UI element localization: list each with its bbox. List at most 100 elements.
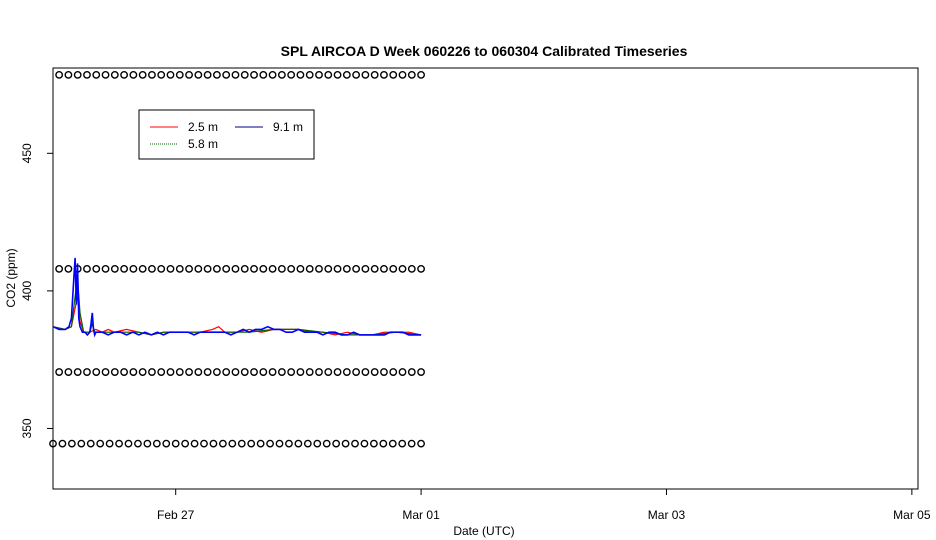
calibration-point bbox=[213, 368, 221, 376]
calibration-point bbox=[256, 439, 265, 448]
calibration-point bbox=[342, 70, 351, 79]
calibration-point bbox=[250, 264, 258, 273]
calibration-point bbox=[110, 70, 119, 79]
calibration-point bbox=[171, 439, 180, 448]
calibration-point bbox=[398, 368, 407, 376]
calibration-point bbox=[110, 264, 119, 273]
legend-label-2-5m: 2.5 m bbox=[188, 120, 218, 134]
calibration-point bbox=[231, 70, 240, 79]
calibration-point bbox=[157, 264, 166, 273]
calibration-point bbox=[240, 264, 249, 273]
calibration-point bbox=[352, 264, 361, 273]
calibration-point bbox=[370, 264, 379, 273]
calibration-point bbox=[305, 70, 314, 79]
calibration-point bbox=[200, 439, 208, 448]
calibration-point bbox=[134, 439, 142, 448]
calibration-point bbox=[55, 368, 64, 376]
calibration-point bbox=[389, 264, 398, 273]
calibration-point bbox=[101, 70, 110, 79]
calibration-point bbox=[296, 368, 305, 376]
calibration-point bbox=[49, 439, 57, 448]
calibration-point bbox=[268, 264, 277, 273]
calibration-points bbox=[49, 70, 425, 448]
calibration-point bbox=[67, 439, 76, 448]
calibration-point bbox=[398, 70, 407, 79]
calibration-point bbox=[73, 368, 82, 376]
x-tick-label-1: Mar 01 bbox=[402, 508, 440, 522]
calibration-point bbox=[129, 368, 138, 376]
calibration-point bbox=[398, 264, 407, 273]
calibration-point bbox=[213, 70, 221, 79]
calibration-point bbox=[250, 70, 258, 79]
calibration-point bbox=[175, 264, 184, 273]
plot-frame bbox=[52, 67, 919, 490]
calibration-point bbox=[86, 439, 95, 448]
calibration-point bbox=[250, 368, 258, 376]
calibration-point bbox=[166, 70, 175, 79]
calibration-point bbox=[324, 264, 333, 273]
calibration-point bbox=[55, 70, 64, 79]
calibration-point bbox=[64, 368, 73, 376]
calibration-point bbox=[77, 439, 86, 448]
calibration-point bbox=[83, 70, 91, 79]
calibration-point bbox=[277, 368, 286, 376]
calibration-point bbox=[417, 439, 425, 448]
calibration-point bbox=[222, 264, 231, 273]
calibration-point bbox=[228, 439, 237, 448]
calibration-point bbox=[247, 439, 256, 448]
calibration-point bbox=[185, 264, 193, 273]
calibration-point bbox=[152, 439, 161, 448]
calibration-point bbox=[203, 70, 212, 79]
x-tick-label-0: Feb 27 bbox=[157, 508, 195, 522]
y-tick-label-0: 350 bbox=[20, 418, 34, 438]
calibration-point bbox=[166, 264, 175, 273]
calibration-point bbox=[388, 439, 397, 448]
calibration-point bbox=[120, 70, 129, 79]
calibration-point bbox=[380, 264, 388, 273]
calibration-point bbox=[231, 368, 240, 376]
calibration-point bbox=[175, 70, 184, 79]
calibration-point bbox=[120, 264, 129, 273]
chart-title: SPL AIRCOA D Week 060226 to 060304 Calib… bbox=[281, 43, 688, 59]
x-axis: Feb 27 Mar 01 Mar 03 Mar 05 bbox=[157, 489, 931, 522]
calibration-point bbox=[315, 368, 323, 376]
calibration-point bbox=[190, 439, 199, 448]
legend-label-5-8m: 5.8 m bbox=[188, 137, 218, 151]
y-tick-label-2: 450 bbox=[20, 143, 34, 163]
calibration-point bbox=[313, 439, 322, 448]
calibration-point bbox=[324, 368, 333, 376]
calibration-point bbox=[417, 368, 425, 376]
legend: 2.5 m 9.1 m 5.8 m bbox=[138, 109, 315, 160]
calibration-point bbox=[110, 368, 119, 376]
calibration-point bbox=[379, 439, 388, 448]
calibration-point bbox=[96, 439, 105, 448]
calibration-point bbox=[380, 368, 388, 376]
calibration-point bbox=[305, 368, 314, 376]
calibration-point bbox=[324, 70, 333, 79]
calibration-point bbox=[162, 439, 171, 448]
calibration-point bbox=[194, 368, 203, 376]
x-axis-label: Date (UTC) bbox=[453, 524, 514, 538]
calibration-point bbox=[361, 368, 370, 376]
series-line-9-1-m bbox=[52, 257, 422, 338]
calibration-point bbox=[175, 368, 184, 376]
calibration-point bbox=[64, 70, 73, 79]
calibration-point bbox=[296, 264, 305, 273]
calibration-point bbox=[222, 70, 231, 79]
calibration-point bbox=[92, 368, 101, 376]
calibration-point bbox=[231, 264, 240, 273]
calibration-point bbox=[55, 264, 64, 273]
calibration-point bbox=[417, 70, 425, 79]
calibration-point bbox=[407, 264, 416, 273]
calibration-point bbox=[296, 70, 305, 79]
calibration-point bbox=[407, 70, 416, 79]
calibration-point bbox=[120, 368, 129, 376]
calibration-point bbox=[166, 368, 175, 376]
calibration-point bbox=[361, 70, 370, 79]
calibration-point bbox=[351, 439, 359, 448]
calibration-point bbox=[138, 368, 147, 376]
y-axis: 350 400 450 bbox=[20, 143, 53, 438]
calibration-point bbox=[315, 264, 323, 273]
calibration-point bbox=[101, 264, 110, 273]
calibration-point bbox=[209, 439, 218, 448]
